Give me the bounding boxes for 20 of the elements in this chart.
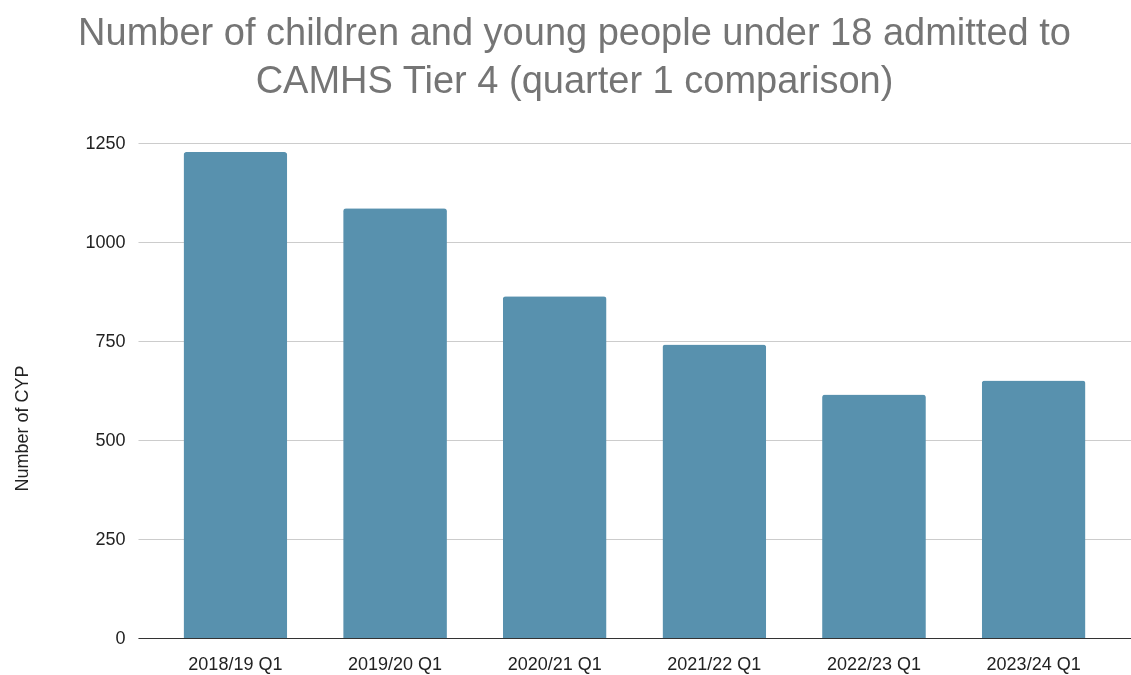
x-tick-label: 2018/19 Q1 — [188, 653, 283, 674]
chart-title: Number of children and young people under 18 admitted to CAMHS Tier 4 (quarter 1 comparison) — [78, 11, 1071, 101]
bar — [822, 394, 926, 638]
bar — [183, 152, 288, 638]
y-tick-label: 750 — [95, 330, 126, 351]
x-tick-label: 2021/22 Q1 — [667, 653, 762, 674]
y-axis-title: Number of CYP — [11, 365, 32, 492]
x-tick-label: 2019/20 Q1 — [347, 653, 443, 674]
y-tick-label: 1250 — [85, 132, 126, 153]
y-tick-label: 1000 — [85, 231, 126, 252]
bar — [662, 344, 767, 638]
x-tick-label: 2023/24 Q1 — [986, 653, 1081, 674]
y-tick-label: 500 — [95, 429, 126, 450]
y-tick-label: 0 — [115, 627, 126, 648]
y-tick-label: 250 — [95, 528, 126, 549]
bar — [343, 208, 447, 638]
x-tick-label: 2020/21 Q1 — [507, 653, 602, 674]
bar — [502, 296, 607, 638]
x-tick-label: 2022/23 Q1 — [826, 653, 922, 674]
bar — [981, 380, 1086, 638]
